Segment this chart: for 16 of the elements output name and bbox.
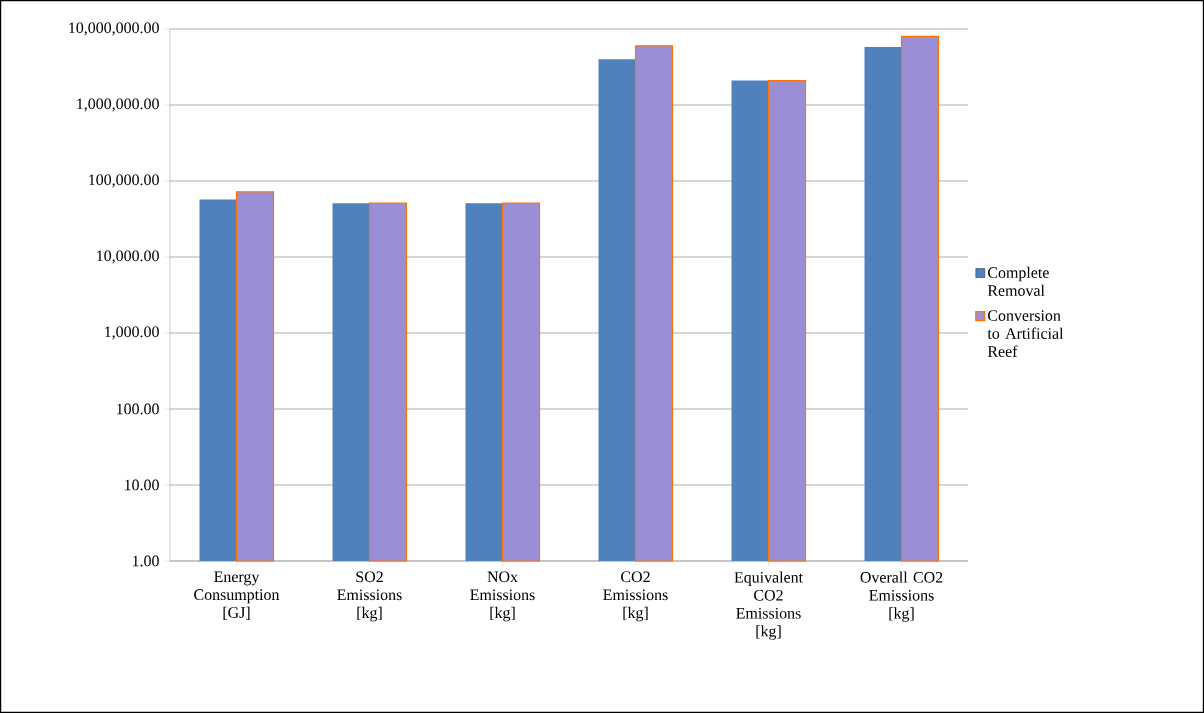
x-tick-label: Energy Consumption [GJ]: [194, 571, 280, 620]
y-tick-label: 1.00: [133, 555, 159, 567]
x-tick-label: CO2 Emissions [kg]: [603, 571, 668, 622]
y-tick-label: 100,000.00: [89, 174, 159, 188]
x-tick-label: NOx Emissions [kg]: [470, 571, 535, 622]
x-tick-label: Equivalent CO2 Emissions [kg]: [734, 571, 803, 640]
y-tick-label: 10.00: [125, 479, 159, 491]
y-tick-label: 10,000.00: [97, 250, 159, 264]
legend-label: Complete Removal: [987, 266, 1049, 296]
legend-label: Conversion to Artificial Reef: [987, 310, 1064, 357]
y-tick-label: 100.00: [117, 403, 159, 415]
y-tick-label: 1,000,000.00: [77, 98, 159, 112]
x-tick-label: SO2 Emissions [kg]: [337, 571, 402, 622]
y-tick-label: 1,000.00: [105, 326, 159, 340]
y-tick-label: 10,000,000.00: [69, 22, 159, 36]
x-tick-label: Overall CO2 Emissions [kg]: [860, 571, 943, 622]
